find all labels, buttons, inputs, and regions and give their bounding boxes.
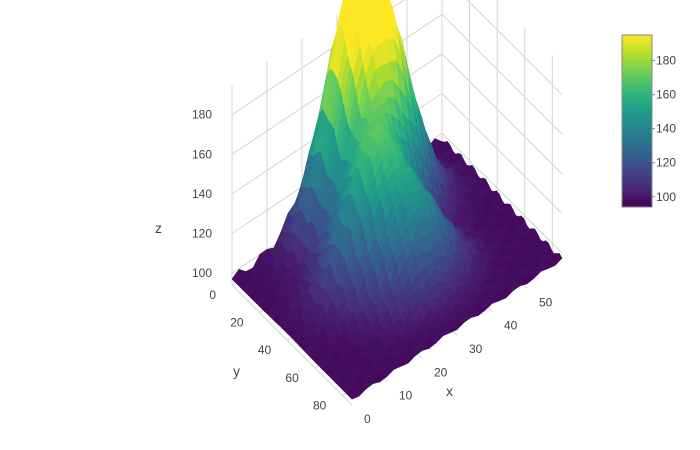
y-tick-label: 20	[230, 316, 244, 330]
surface-mesh	[231, 0, 563, 400]
colorbar-ticks: 100 120 140 160 180	[652, 54, 676, 204]
x-tick-label: 0	[364, 412, 371, 426]
x-tick-label: 10	[399, 389, 413, 403]
floor-grid-line	[231, 284, 353, 406]
colorbar-tick-label: 160	[656, 88, 676, 102]
colorbar-tick-label: 120	[656, 156, 676, 170]
colorbar-bar	[621, 34, 653, 208]
y-tick-label: 0	[209, 288, 216, 302]
y-tick-label: 40	[258, 343, 272, 357]
z-tick-label: 180	[192, 108, 212, 122]
x-tick-label: 40	[504, 319, 518, 333]
y-tick-label: 60	[285, 371, 299, 385]
x-tick-label: 50	[539, 295, 553, 309]
z-tick-label: 140	[192, 187, 212, 201]
colorbar-tick-label: 140	[656, 122, 676, 136]
x-tick-label: 20	[434, 365, 448, 379]
back-grid-line	[466, 0, 563, 96]
surface-cell	[348, 395, 360, 400]
z-tick-label: 160	[192, 147, 212, 161]
z-axis-title: z	[155, 220, 162, 236]
x-axis-title: x	[446, 383, 453, 399]
z-tick-label: 100	[192, 266, 212, 280]
x-tick-label: 30	[469, 342, 483, 356]
z-tick-label: 120	[192, 227, 212, 241]
colorbar-tick-label: 180	[656, 54, 676, 68]
back-grid-line	[441, 13, 563, 135]
colorbar-tick-label: 100	[656, 190, 676, 204]
colorbar: 100 120 140 160 180	[621, 34, 676, 208]
y-axis-title: y	[233, 363, 240, 379]
scene-axes: 100 120 140 160 180 0 20 40 60 80 0 10 20 30 40 50	[192, 108, 553, 426]
back-grid-line	[441, 93, 563, 214]
back-grid-line	[441, 53, 563, 175]
y-tick-label: 80	[313, 398, 327, 412]
back-grid-line	[441, 132, 563, 254]
